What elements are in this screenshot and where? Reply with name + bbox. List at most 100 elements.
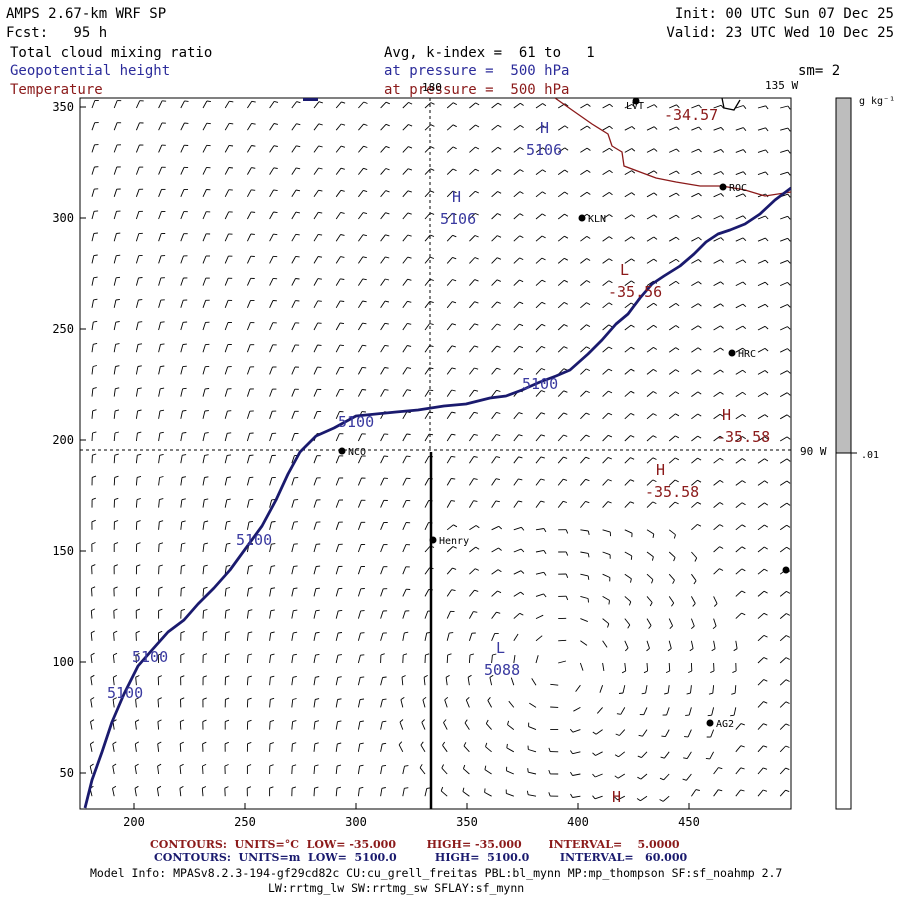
wind-barb bbox=[580, 324, 587, 331]
wind-barb bbox=[646, 596, 653, 603]
wind-barb bbox=[358, 389, 363, 397]
wind-barb bbox=[313, 256, 319, 264]
wind-barb bbox=[491, 500, 497, 508]
wind-barb-flag bbox=[624, 647, 629, 652]
wind-barb bbox=[624, 662, 627, 672]
wind-barb bbox=[269, 322, 274, 331]
wind-barb-flag bbox=[586, 302, 591, 305]
wind-barb bbox=[506, 747, 515, 753]
wind-barb bbox=[580, 169, 588, 175]
wind-barb-flag bbox=[92, 475, 97, 478]
wind-barb bbox=[269, 677, 271, 686]
wind-barb-flag bbox=[698, 259, 702, 263]
wind-barb-flag bbox=[608, 324, 613, 328]
wind-barb bbox=[402, 766, 405, 775]
wind-barb-flag bbox=[608, 214, 613, 218]
wind-barb bbox=[468, 633, 473, 641]
wind-barb bbox=[690, 640, 694, 649]
wind-barb bbox=[269, 655, 272, 664]
wind-barb bbox=[202, 477, 205, 486]
wind-barb-flag bbox=[691, 625, 695, 630]
wind-barb bbox=[557, 302, 565, 309]
wind-barb-flag bbox=[112, 741, 117, 745]
wind-barb bbox=[335, 499, 340, 508]
wind-barb bbox=[313, 721, 316, 730]
wind-barb bbox=[691, 457, 698, 464]
wind-barb-flag bbox=[653, 192, 658, 196]
wind-barb-flag bbox=[607, 501, 612, 504]
wind-barb bbox=[602, 529, 611, 533]
wind-barb bbox=[246, 632, 249, 641]
wind-barb bbox=[513, 102, 521, 109]
wind-barb bbox=[602, 214, 610, 220]
wind-barb-flag bbox=[90, 652, 95, 656]
wind-barb-flag bbox=[653, 214, 658, 218]
wind-barb bbox=[380, 190, 387, 198]
wind-barb-flag bbox=[90, 697, 95, 700]
wind-barb-flag bbox=[137, 387, 142, 390]
wind-barb bbox=[712, 685, 715, 694]
wind-barb-flag bbox=[651, 579, 654, 584]
y-tick-label: 350 bbox=[52, 100, 74, 114]
wind-barb bbox=[291, 145, 297, 153]
wind-barb-flag bbox=[114, 520, 119, 523]
y-tick-label: 200 bbox=[52, 433, 74, 447]
wind-barb-flag bbox=[112, 785, 117, 789]
wind-barb bbox=[157, 743, 160, 752]
wind-barb bbox=[491, 525, 499, 531]
wind-barb bbox=[335, 455, 340, 464]
high-value: 5106 bbox=[440, 210, 476, 228]
wind-barb bbox=[313, 101, 320, 109]
wind-barb-flag bbox=[269, 719, 275, 723]
wind-barb bbox=[380, 323, 386, 331]
wind-barb bbox=[402, 146, 409, 153]
wind-barb-flag bbox=[672, 579, 675, 584]
wind-barb bbox=[624, 501, 631, 508]
wind-barb-flag bbox=[765, 127, 769, 132]
wind-barb bbox=[357, 699, 361, 708]
wind-barb bbox=[180, 233, 185, 242]
wind-barb-flag bbox=[489, 674, 494, 678]
wind-barb bbox=[424, 433, 430, 442]
wind-barb-flag bbox=[251, 211, 256, 213]
wind-barb-flag bbox=[93, 298, 98, 301]
wind-barb-flag bbox=[384, 344, 389, 347]
wind-barb bbox=[380, 455, 385, 464]
wind-barb bbox=[668, 369, 676, 375]
wind-barb-flag bbox=[495, 500, 500, 503]
wind-barb-flag bbox=[474, 279, 479, 282]
wind-barb bbox=[224, 233, 229, 242]
wind-barb bbox=[757, 149, 766, 153]
wind-barb bbox=[158, 410, 161, 419]
wind-barb-flag bbox=[763, 679, 768, 682]
wind-barb-flag bbox=[609, 103, 613, 108]
wind-barb-flag bbox=[274, 100, 279, 103]
wind-barb bbox=[158, 499, 160, 508]
wind-barb bbox=[269, 300, 274, 308]
wind-barb bbox=[779, 679, 787, 686]
wind-barb bbox=[358, 256, 364, 264]
wind-barb bbox=[224, 167, 230, 175]
wind-barb-flag bbox=[787, 260, 791, 264]
wind-barb bbox=[668, 214, 677, 220]
wind-barb bbox=[358, 300, 363, 309]
wind-barb-flag bbox=[359, 786, 364, 789]
wind-barb bbox=[602, 390, 609, 397]
wind-barb bbox=[640, 795, 648, 802]
wind-barb bbox=[180, 122, 185, 131]
wind-barb bbox=[572, 751, 581, 755]
wind-barb-flag bbox=[451, 589, 456, 592]
wind-barb-flag bbox=[340, 167, 345, 170]
wind-barb bbox=[313, 699, 316, 708]
wind-barb-flag bbox=[712, 625, 717, 630]
wind-barb bbox=[580, 456, 587, 464]
wind-barb-flag bbox=[585, 412, 590, 416]
wind-barb-flag bbox=[363, 101, 368, 104]
wind-barb-flag bbox=[787, 105, 791, 110]
wind-barb bbox=[580, 479, 586, 486]
wind-barb bbox=[535, 147, 543, 153]
wind-barb-flag bbox=[519, 169, 524, 172]
wind-barb-flag bbox=[686, 692, 691, 695]
wind-barb-flag bbox=[586, 346, 591, 350]
wind-barb-flag bbox=[497, 257, 502, 260]
